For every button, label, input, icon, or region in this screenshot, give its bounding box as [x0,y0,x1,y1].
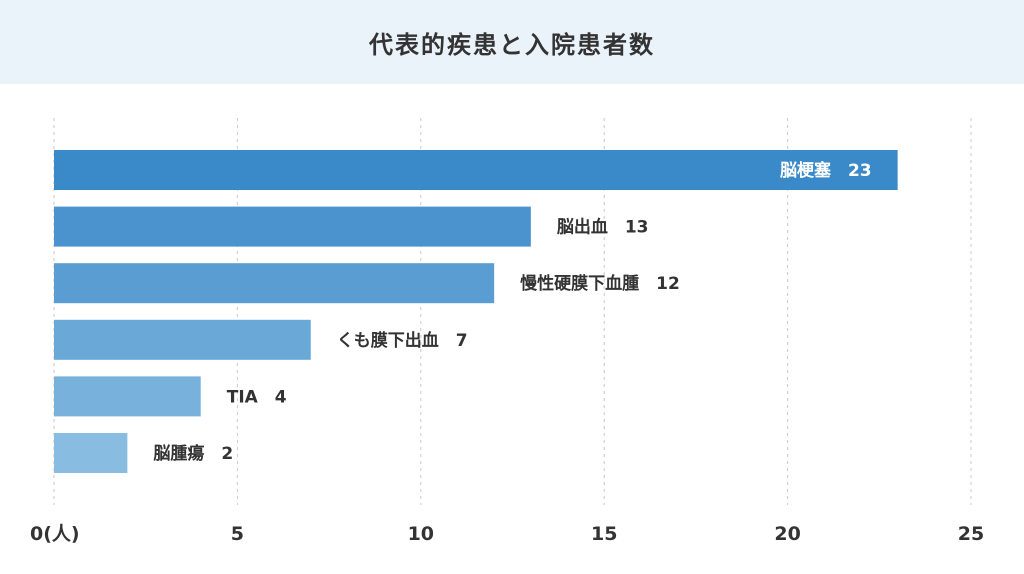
x-tick-label: 10 [408,523,434,545]
chart-header: 代表的疾患と入院患者数 [0,0,1024,84]
bar-label: 脳腫瘍 2 [153,443,233,464]
bar-label: くも膜下出血 7 [337,330,468,351]
bar [54,150,898,190]
bar [54,376,201,417]
bar [54,206,531,247]
bar-label: TIA 4 [227,387,287,407]
chart-title: 代表的疾患と入院患者数 [369,30,655,59]
bar [54,319,311,360]
x-tick-label: 25 [958,523,984,545]
x-tick-label: 5 [231,523,244,545]
bar-label: 脳出血 13 [557,217,649,238]
bar [54,263,495,304]
x-tick-label: 0(人) [30,523,80,545]
x-tick-label: 20 [774,523,800,545]
x-tick-label: 15 [591,523,617,545]
bar-label: 脳梗塞 23 [780,160,872,181]
bar [54,433,128,473]
bar-label: 慢性硬膜下血腫 12 [520,273,680,294]
